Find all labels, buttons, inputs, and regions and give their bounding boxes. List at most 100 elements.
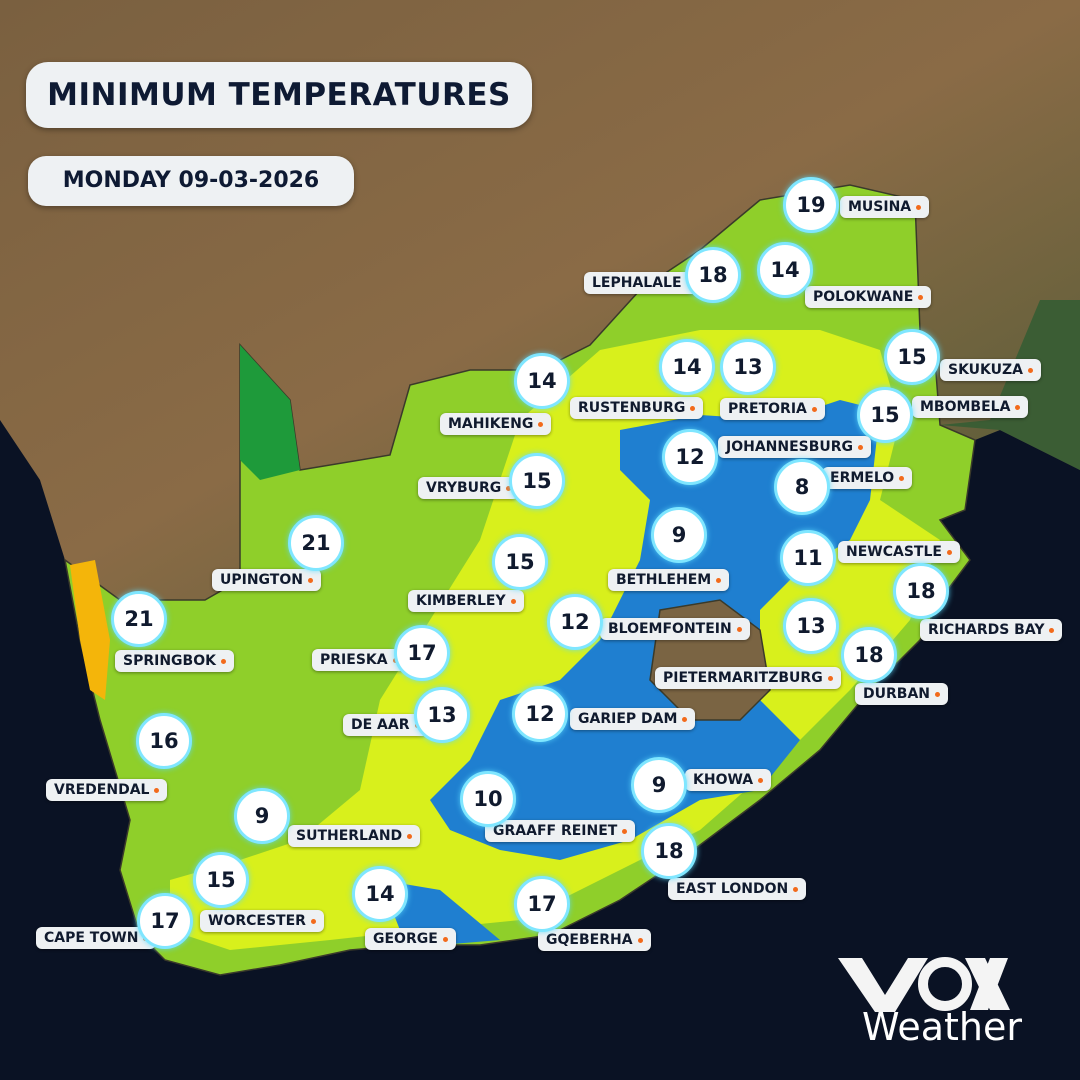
- city-dot: [682, 716, 688, 722]
- temperature-badge: 15: [193, 852, 249, 908]
- temperature-badge: 9: [651, 507, 707, 563]
- temperature-badge: 12: [512, 686, 568, 742]
- neighbouring-land: [0, 0, 1080, 600]
- city-label: RICHARDS BAY: [920, 619, 1063, 641]
- city-name: GARIEP DAM: [578, 711, 678, 727]
- city-name: BETHLEHEM: [616, 572, 712, 588]
- city-dot: [307, 577, 313, 583]
- temperature-badge: 17: [137, 893, 193, 949]
- city-label: UPINGTON: [212, 569, 321, 591]
- temperature-badge: 21: [288, 515, 344, 571]
- city-dot: [736, 626, 742, 632]
- city-label: VRYBURG: [418, 477, 520, 499]
- temperature-badge: 19: [783, 177, 839, 233]
- city-label: GARIEP DAM: [570, 708, 696, 730]
- temperature-badge: 15: [492, 534, 548, 590]
- city-name: VRYBURG: [426, 480, 502, 496]
- temperature-badge: 16: [136, 713, 192, 769]
- city-label: MBOMBELA: [912, 396, 1029, 418]
- city-dot: [407, 833, 413, 839]
- city-dot: [310, 918, 316, 924]
- green-zone: [240, 345, 300, 480]
- city-label: CAPE TOWN: [36, 927, 157, 949]
- city-dot: [1028, 367, 1034, 373]
- city-dot: [946, 549, 952, 555]
- logo-o: [918, 957, 972, 1011]
- temperature-badge: 17: [394, 625, 450, 681]
- city-name: PRETORIA: [728, 401, 807, 417]
- city-label: PRETORIA: [720, 398, 825, 420]
- temperature-badge: 11: [780, 530, 836, 586]
- temperature-badge: 8: [774, 459, 830, 515]
- city-dot: [510, 598, 516, 604]
- city-dot: [690, 405, 696, 411]
- city-label: KIMBERLEY: [408, 590, 524, 612]
- temperature-badge: 14: [659, 339, 715, 395]
- city-label: MUSINA: [840, 196, 930, 218]
- temperature-badge: 18: [841, 627, 897, 683]
- city-name: MUSINA: [848, 199, 912, 215]
- city-dot: [935, 691, 940, 697]
- city-name: EAST LONDON: [676, 881, 789, 897]
- temperature-badge: 9: [234, 788, 290, 844]
- city-name: NEWCASTLE: [846, 544, 942, 560]
- city-dot: [716, 577, 722, 583]
- city-name: KIMBERLEY: [416, 593, 506, 609]
- city-label: PIETERMARITZBURG: [655, 667, 841, 689]
- city-name: JOHANNESBURG: [726, 439, 854, 455]
- city-label: JOHANNESBURG: [718, 436, 872, 458]
- city-name: PIETERMARITZBURG: [663, 670, 823, 686]
- temperature-badge: 12: [662, 429, 718, 485]
- warm-zone: [70, 560, 110, 700]
- temperature-badge: 15: [884, 329, 940, 385]
- temperature-badge: 17: [514, 876, 570, 932]
- title: MINIMUM TEMPERATURES: [26, 62, 532, 128]
- city-label: ERMELO: [822, 467, 913, 489]
- logo-x: [965, 958, 1010, 1010]
- city-name: DE AAR: [351, 717, 410, 733]
- city-name: MBOMBELA: [920, 399, 1011, 415]
- temperature-badge: 10: [460, 771, 516, 827]
- city-label: POLOKWANE: [805, 286, 932, 308]
- temperature-badge: 14: [757, 242, 813, 298]
- city-name: SUTHERLAND: [296, 828, 403, 844]
- city-label: GEORGE: [365, 928, 456, 950]
- city-label: DE AAR: [343, 714, 428, 736]
- city-label: LEPHALALE: [584, 272, 700, 294]
- city-name: RUSTENBURG: [578, 400, 686, 416]
- city-name: GRAAFF REINET: [493, 823, 618, 839]
- city-dot: [827, 675, 833, 681]
- temperature-badge: 13: [720, 339, 776, 395]
- city-dot: [622, 828, 628, 834]
- city-name: RICHARDS BAY: [928, 622, 1045, 638]
- city-label: PRIESKA: [312, 649, 406, 671]
- city-name: WORCESTER: [208, 913, 306, 929]
- city-dot: [916, 204, 922, 210]
- city-dot: [918, 294, 924, 300]
- city-label: VREDENDAL: [46, 779, 168, 801]
- city-dot: [1049, 627, 1055, 633]
- temperature-badge: 12: [547, 594, 603, 650]
- city-dot: [637, 937, 643, 943]
- city-label: BETHLEHEM: [608, 569, 730, 591]
- city-dot: [506, 485, 512, 491]
- city-name: ERMELO: [830, 470, 895, 486]
- city-name: MAHIKENG: [448, 416, 534, 432]
- temperature-badge: 18: [893, 563, 949, 619]
- city-dot: [811, 406, 817, 412]
- city-name: SPRINGBOK: [123, 653, 216, 669]
- temperature-badge: 15: [857, 387, 913, 443]
- city-dot: [858, 444, 864, 450]
- city-name: KHOWA: [693, 772, 754, 788]
- city-name: VREDENDAL: [54, 782, 150, 798]
- city-dot: [758, 777, 764, 783]
- city-label: WORCESTER: [200, 910, 324, 932]
- city-name: LEPHALALE: [592, 275, 682, 291]
- city-name: UPINGTON: [220, 572, 303, 588]
- city-label: BLOEMFONTEIN: [600, 618, 750, 640]
- city-dot: [538, 421, 544, 427]
- vox-logo-mark: [838, 957, 1010, 1012]
- date: MONDAY 09-03-2026: [28, 156, 354, 206]
- city-dot: [442, 936, 448, 942]
